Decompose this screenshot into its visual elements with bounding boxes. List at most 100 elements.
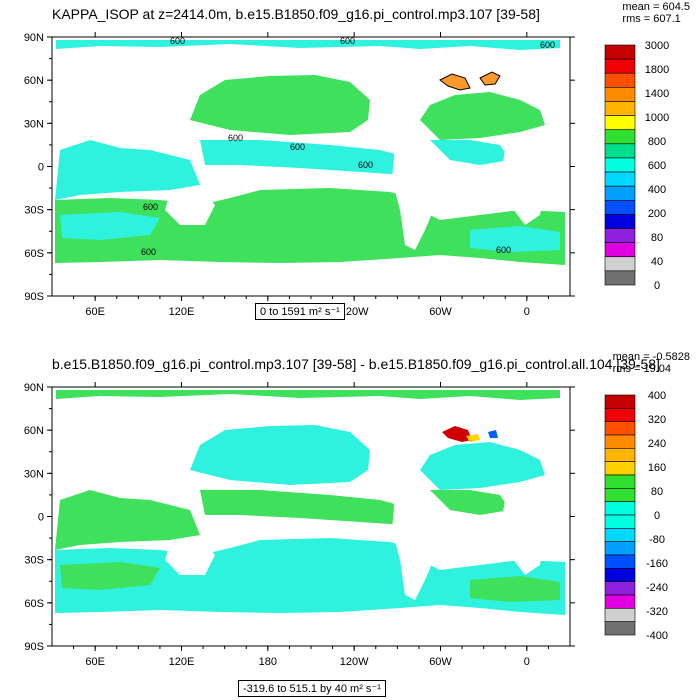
colorbar-swatch bbox=[604, 528, 636, 542]
colorbar-label: 600 bbox=[648, 160, 666, 172]
australia-land bbox=[165, 538, 215, 575]
colorbar-swatch bbox=[604, 488, 636, 502]
panel2-axes: 60E 120E 180 120W 60W 0 90N 60N 30N 0 30S 60S 90S bbox=[24, 382, 575, 668]
colorbar-swatch bbox=[604, 101, 636, 116]
colorbar-swatch bbox=[604, 608, 636, 622]
y-tick-label: 30N bbox=[24, 468, 44, 480]
south-indian-green bbox=[60, 562, 160, 590]
colorbar-label: 0 bbox=[654, 280, 660, 292]
colorbar-label: -80 bbox=[649, 534, 665, 546]
colorbar-label: 3000 bbox=[645, 40, 669, 52]
south-america-land bbox=[392, 495, 445, 600]
panel2-rms: rms = 19.04 bbox=[612, 363, 672, 375]
colorbar-swatch bbox=[604, 214, 636, 229]
y-tick-label: 60S bbox=[24, 248, 44, 260]
colorbar-swatch bbox=[604, 581, 636, 596]
colorbar-swatch bbox=[604, 58, 636, 74]
colorbar-label: 400 bbox=[648, 184, 666, 196]
equatorial-pacific bbox=[200, 140, 410, 175]
colorbar-swatch bbox=[604, 461, 636, 476]
y-tick-label: 60N bbox=[24, 425, 44, 437]
x-tick-label: 60W bbox=[429, 656, 452, 668]
y-tick-label: 0 bbox=[38, 162, 44, 174]
contour-label: 600 bbox=[141, 247, 156, 257]
panel2-map bbox=[52, 387, 570, 646]
y-tick-label: 90S bbox=[24, 291, 44, 303]
contour-label: 600 bbox=[340, 36, 355, 46]
colorbar-swatch bbox=[604, 621, 636, 636]
arctic-ocean bbox=[56, 40, 560, 50]
panel2-stats: mean = -0.5828 rms = 19.04 bbox=[613, 351, 690, 375]
colorbar-label: 80 bbox=[651, 232, 663, 244]
x-tick-label: 60E bbox=[85, 656, 105, 668]
colorbar-label: 320 bbox=[648, 414, 666, 426]
colorbar-label: -240 bbox=[646, 582, 668, 594]
colorbar-swatch bbox=[604, 185, 636, 201]
contour-label: 600 bbox=[228, 133, 243, 143]
contour-label: 600 bbox=[496, 245, 511, 255]
panel1-rms: rms = 607.1 bbox=[622, 13, 681, 25]
contour-label: 600 bbox=[358, 160, 373, 170]
panel2-title: b.e15.B1850.f09_g16.pi_control.mp3.107 [… bbox=[52, 356, 660, 372]
colorbar-swatch bbox=[604, 568, 636, 582]
colorbar-label: 1800 bbox=[645, 64, 669, 76]
indian-ocean-north bbox=[55, 490, 200, 550]
colorbar-label: 0 bbox=[654, 510, 660, 522]
colorbar-swatch bbox=[604, 421, 636, 436]
colorbar-swatch bbox=[604, 72, 636, 88]
panel-difference: b.e15.B1850.f09_g16.pi_control.mp3.107 [… bbox=[0, 350, 700, 700]
colorbar-label: 80 bbox=[651, 486, 663, 498]
colorbar-swatch bbox=[604, 87, 636, 102]
panel2-colorbar: 400 320 240 160 80 0 -80 -160 -240 -320 -400 bbox=[604, 390, 668, 642]
colorbar-swatch bbox=[604, 408, 636, 422]
y-tick-label: 0 bbox=[38, 512, 44, 524]
north-atlantic bbox=[420, 442, 545, 490]
south-atlantic-cyan bbox=[470, 226, 560, 252]
arctic-ocean bbox=[56, 390, 560, 400]
north-atlantic bbox=[420, 92, 545, 140]
colorbar-label: 1000 bbox=[645, 112, 669, 124]
x-tick-label: 0 bbox=[524, 306, 530, 318]
colorbar-swatch bbox=[604, 242, 636, 258]
tropical-atlantic bbox=[430, 490, 510, 515]
colorbar-swatch bbox=[604, 474, 636, 489]
north-pacific bbox=[190, 425, 370, 485]
x-tick-label: 180 bbox=[259, 656, 277, 668]
contour-label: 600 bbox=[143, 202, 158, 212]
y-tick-label: 60S bbox=[24, 598, 44, 610]
equatorial-pacific bbox=[200, 490, 410, 525]
labrador-anomaly-red bbox=[442, 426, 472, 442]
colorbar-swatch bbox=[604, 256, 636, 272]
indian-ocean-north bbox=[55, 140, 200, 200]
y-tick-label: 30S bbox=[24, 205, 44, 217]
colorbar-swatch bbox=[604, 171, 636, 187]
africa-land bbox=[500, 150, 545, 225]
colorbar-swatch bbox=[604, 394, 636, 409]
colorbar-label: 40 bbox=[651, 256, 663, 268]
colorbar-swatch bbox=[604, 554, 636, 569]
y-tick-label: 90S bbox=[24, 641, 44, 653]
x-tick-label: 0 bbox=[524, 656, 530, 668]
colorbar-swatch bbox=[604, 594, 636, 609]
africa-land bbox=[500, 500, 545, 575]
panel1-map bbox=[52, 37, 570, 296]
colorbar-swatch bbox=[604, 228, 636, 243]
colorbar-label: 400 bbox=[648, 390, 666, 402]
y-tick-label: 60N bbox=[24, 75, 44, 87]
x-tick-label: 60E bbox=[85, 306, 105, 318]
south-america-land bbox=[392, 145, 445, 250]
colorbar-label: 160 bbox=[648, 462, 666, 474]
x-tick-label: 120W bbox=[340, 306, 369, 318]
y-tick-label: 90N bbox=[24, 32, 44, 44]
x-tick-label: 120E bbox=[169, 656, 195, 668]
nordic-anomaly-blue bbox=[488, 430, 498, 438]
panel1-mean: mean = 604.5 bbox=[622, 1, 690, 13]
australia-land bbox=[165, 188, 215, 225]
panel1-contour-labels: 600 600 600 600 600 600 600 600 600 bbox=[141, 36, 555, 257]
colorbar-label: 1400 bbox=[645, 88, 669, 100]
colorbar-label: -400 bbox=[646, 630, 668, 642]
colorbar-label: -320 bbox=[646, 606, 668, 618]
panel1-range-box: 0 to 1591 m² s⁻¹ bbox=[255, 303, 345, 320]
colorbar-label: 200 bbox=[648, 208, 666, 220]
